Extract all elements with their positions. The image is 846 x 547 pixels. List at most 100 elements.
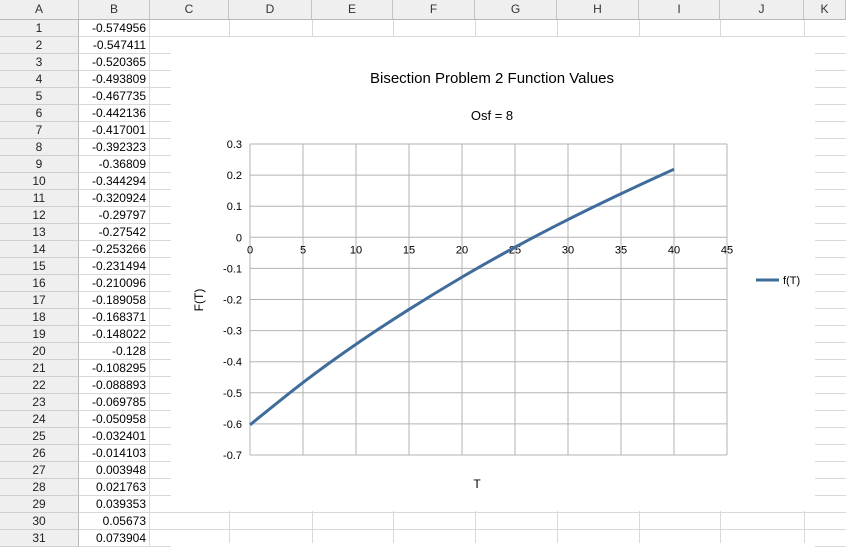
cell-b[interactable]: -0.442136	[79, 105, 150, 122]
row-header[interactable]: 15	[0, 258, 79, 275]
cell-b[interactable]: -0.088893	[79, 377, 150, 394]
row-header[interactable]: 5	[0, 88, 79, 105]
column-header-h[interactable]: H	[557, 0, 639, 19]
column-header-i[interactable]: I	[639, 0, 720, 19]
row-header[interactable]: 25	[0, 428, 79, 445]
column-header-j[interactable]: J	[720, 0, 804, 19]
cell-b[interactable]: -0.520365	[79, 54, 150, 71]
column-header-g[interactable]: G	[475, 0, 557, 19]
cell-b[interactable]: -0.189058	[79, 292, 150, 309]
column-header-f[interactable]: F	[393, 0, 475, 19]
cell-gridline	[150, 325, 171, 326]
row-header[interactable]: 10	[0, 173, 79, 190]
cell-gridline	[815, 308, 846, 309]
cell-b[interactable]: -0.050958	[79, 411, 150, 428]
cell-b[interactable]: -0.29797	[79, 207, 150, 224]
x-tick-label: 15	[403, 244, 415, 256]
cell-gridline	[150, 342, 171, 343]
cell-b[interactable]: -0.231494	[79, 258, 150, 275]
cell-gridline	[393, 511, 394, 543]
column-header-d[interactable]: D	[229, 0, 312, 19]
x-tick-label: 0	[247, 244, 253, 256]
cell-gridline	[639, 20, 640, 36]
column-header-c[interactable]: C	[150, 0, 229, 19]
cell-b[interactable]: -0.467735	[79, 88, 150, 105]
cell-gridline	[150, 512, 171, 513]
cell-b[interactable]: -0.27542	[79, 224, 150, 241]
chart-legend: f(T)	[756, 275, 800, 287]
row-header[interactable]: 19	[0, 326, 79, 343]
cell-b[interactable]: -0.36809	[79, 156, 150, 173]
row-header[interactable]: 13	[0, 224, 79, 241]
row-header[interactable]: 11	[0, 190, 79, 207]
cell-gridline	[150, 308, 171, 309]
x-tick-label: 10	[350, 244, 362, 256]
row-header[interactable]: 9	[0, 156, 79, 173]
cell-b[interactable]: -0.574956	[79, 20, 150, 37]
row-header[interactable]: 22	[0, 377, 79, 394]
cell-gridline	[150, 274, 171, 275]
row-header[interactable]: 24	[0, 411, 79, 428]
cell-b[interactable]: -0.069785	[79, 394, 150, 411]
cell-b[interactable]: -0.253266	[79, 241, 150, 258]
cell-b[interactable]: -0.547411	[79, 37, 150, 54]
cell-gridline	[815, 376, 846, 377]
column-header-k[interactable]: K	[804, 0, 846, 19]
cell-gridline	[150, 223, 171, 224]
row-header[interactable]: 4	[0, 71, 79, 88]
cell-gridline	[815, 257, 846, 258]
row-header[interactable]: 28	[0, 479, 79, 496]
row-header[interactable]: 3	[0, 54, 79, 71]
x-tick-label: 5	[300, 244, 306, 256]
cell-b[interactable]: 0.003948	[79, 462, 150, 479]
cell-b[interactable]: -0.128	[79, 343, 150, 360]
column-header-b[interactable]: B	[79, 0, 150, 19]
cell-gridline	[150, 87, 171, 88]
row-header[interactable]: 29	[0, 496, 79, 513]
chart-object[interactable]: Bisection Problem 2 Function Values Osf …	[171, 36, 846, 511]
cell-b[interactable]: 0.021763	[79, 479, 150, 496]
row-header[interactable]: 2	[0, 37, 79, 54]
cell-gridline	[150, 257, 171, 258]
cell-b[interactable]: -0.392323	[79, 139, 150, 156]
cell-b[interactable]: -0.032401	[79, 428, 150, 445]
row-header[interactable]: 12	[0, 207, 79, 224]
cell-b[interactable]: 0.039353	[79, 496, 150, 513]
cell-b[interactable]: 0.073904	[79, 530, 150, 547]
cell-b[interactable]: -0.344294	[79, 173, 150, 190]
row-header[interactable]: 21	[0, 360, 79, 377]
column-header-a[interactable]: A	[0, 0, 79, 19]
cell-b[interactable]: -0.210096	[79, 275, 150, 292]
row-header[interactable]: 20	[0, 343, 79, 360]
row-header[interactable]: 30	[0, 513, 79, 530]
chart-gridlines	[250, 144, 727, 455]
cell-b[interactable]: -0.168371	[79, 309, 150, 326]
row-header[interactable]: 23	[0, 394, 79, 411]
row-header[interactable]: 6	[0, 105, 79, 122]
cell-b[interactable]: -0.014103	[79, 445, 150, 462]
cell-gridline	[150, 410, 171, 411]
row-header[interactable]: 8	[0, 139, 79, 156]
cell-b[interactable]: -0.493809	[79, 71, 150, 88]
cell-gridline	[150, 393, 171, 394]
cell-gridline	[815, 444, 846, 445]
row-header[interactable]: 27	[0, 462, 79, 479]
row-header[interactable]: 1	[0, 20, 79, 37]
row-header[interactable]: 18	[0, 309, 79, 326]
cell-b[interactable]: -0.148022	[79, 326, 150, 343]
cell-b[interactable]: -0.108295	[79, 360, 150, 377]
row-header[interactable]: 7	[0, 122, 79, 139]
y-tick-label: 0	[236, 232, 242, 244]
cell-b[interactable]: -0.320924	[79, 190, 150, 207]
column-header-e[interactable]: E	[312, 0, 393, 19]
cell-b[interactable]: -0.417001	[79, 122, 150, 139]
row-header[interactable]: 26	[0, 445, 79, 462]
cell-b[interactable]: 0.05673	[79, 513, 150, 530]
row-header[interactable]: 16	[0, 275, 79, 292]
row-header[interactable]: 31	[0, 530, 79, 547]
row-header[interactable]: 14	[0, 241, 79, 258]
cell-gridline	[150, 461, 171, 462]
row-header[interactable]: 17	[0, 292, 79, 309]
cell-gridline	[815, 291, 846, 292]
